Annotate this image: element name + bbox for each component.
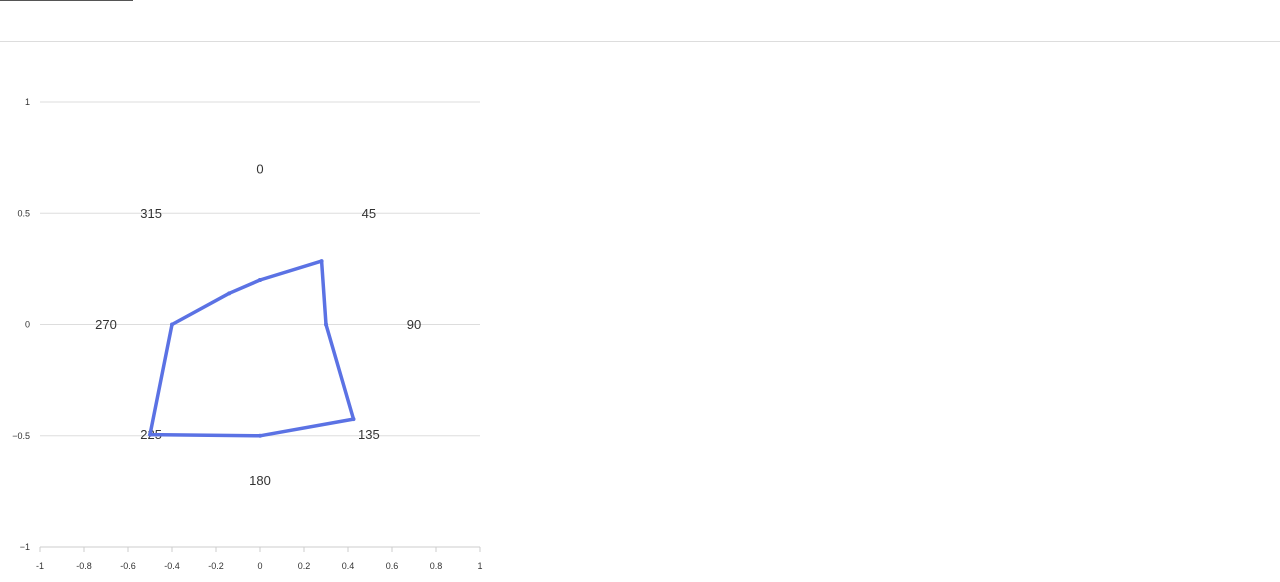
angle-label-45: 45 <box>362 206 376 221</box>
angle-label-135: 135 <box>358 427 380 442</box>
y-tick-label: −0.5 <box>12 431 30 441</box>
y-tick-label: 0.5 <box>17 208 30 218</box>
y-tick-label: 1 <box>25 97 30 107</box>
header-divider <box>0 41 1280 42</box>
series-line <box>148 259 356 438</box>
x-tick-label: -1 <box>36 561 44 571</box>
angle-label-315: 315 <box>140 206 162 221</box>
data-point <box>324 322 328 327</box>
x-tick-label: 0 <box>257 561 262 571</box>
angle-label-90: 90 <box>407 317 421 332</box>
x-tick-label: -0.2 <box>208 561 224 571</box>
x-tick-label: 1 <box>477 561 482 571</box>
x-tick-label: -0.4 <box>164 561 180 571</box>
angle-label-180: 180 <box>249 473 271 488</box>
x-tick-label: -0.8 <box>76 561 92 571</box>
tab-underline <box>0 0 133 1</box>
data-point <box>319 259 324 264</box>
x-tick-label: 0.6 <box>386 561 399 571</box>
x-tick-label: 0.2 <box>298 561 311 571</box>
x-tick-label: 0.4 <box>342 561 355 571</box>
y-tick-label: −1 <box>20 542 30 552</box>
data-point <box>351 417 356 422</box>
data-point <box>258 433 262 438</box>
data-point <box>170 322 174 327</box>
data-point <box>258 278 262 282</box>
x-tick-label: 0.8 <box>430 561 443 571</box>
x-tick-label: -0.6 <box>120 561 136 571</box>
data-point <box>148 432 152 437</box>
data-point <box>227 291 232 296</box>
angle-label-0: 0 <box>256 161 263 176</box>
y-tick-label: 0 <box>25 320 30 330</box>
angle-label-270: 270 <box>95 317 117 332</box>
